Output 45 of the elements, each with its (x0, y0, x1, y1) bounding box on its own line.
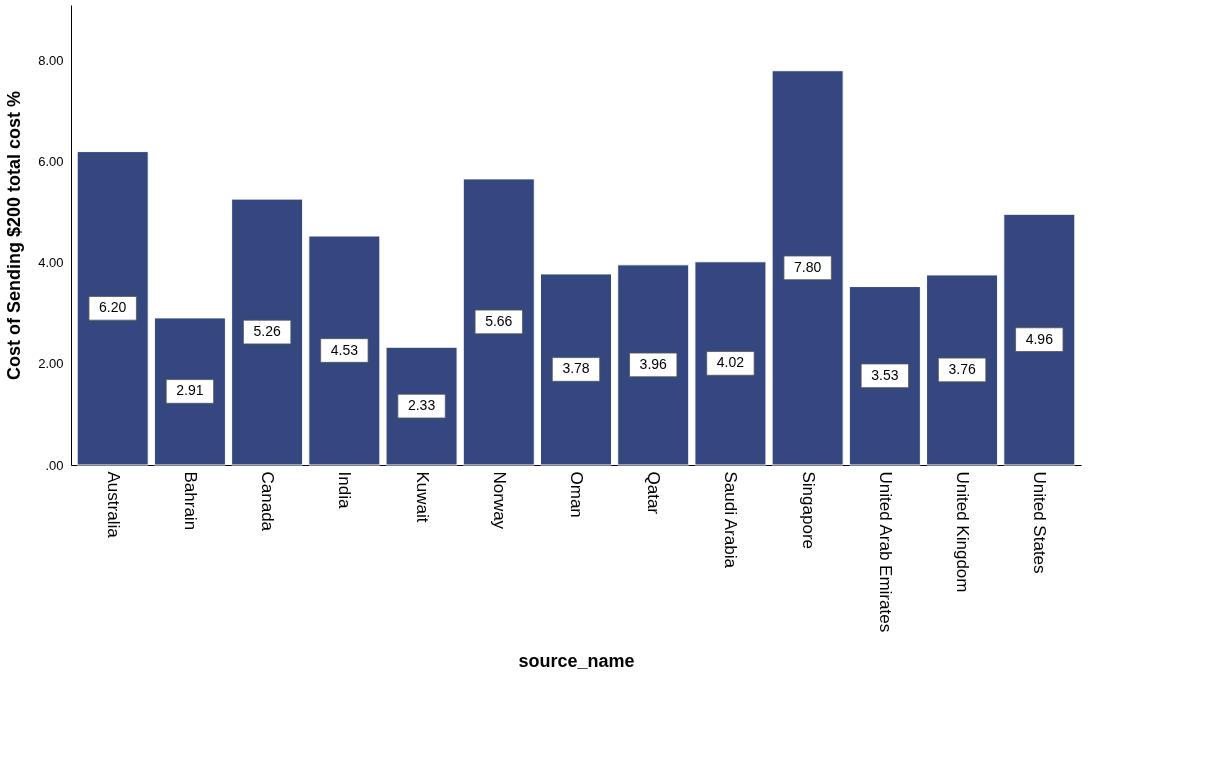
y-axis-title: Cost of Sending $200 total cost % (4, 90, 25, 381)
x-tick-label: Oman (567, 471, 586, 518)
x-tick-label: Norway (489, 471, 509, 530)
y-tick-label: 8.00 (38, 53, 64, 69)
data-label: 5.26 (253, 323, 281, 340)
bar (462, 178, 535, 466)
x-tick-label: Qatar (644, 471, 664, 515)
bar (848, 286, 921, 466)
data-label: 3.53 (871, 366, 899, 383)
y-tick-label: 4.00 (38, 255, 64, 271)
y-tick-label: .00 (45, 457, 64, 473)
x-tick-label: United States (1030, 471, 1050, 574)
data-label: 5.66 (485, 312, 513, 329)
x-axis-title: source_name (518, 651, 635, 672)
data-label: 6.20 (99, 299, 127, 316)
y-tick-label: 6.00 (38, 154, 64, 170)
bar (771, 70, 844, 466)
data-label: 4.53 (330, 341, 359, 358)
x-tick-label: Kuwait (412, 471, 432, 523)
x-tick-label: United Arab Emirates (875, 471, 895, 633)
data-label: 4.02 (716, 354, 745, 371)
data-label: 2.33 (407, 397, 436, 414)
bar (231, 198, 304, 466)
data-label: 3.96 (639, 355, 668, 372)
x-tick-label: Singapore (798, 471, 818, 550)
x-tick-label: India (335, 471, 355, 509)
bar (694, 261, 767, 466)
bar (617, 264, 690, 466)
x-tick-label: Canada (258, 471, 278, 532)
bar (76, 151, 149, 466)
x-tick-label: Saudi Arabia (721, 471, 741, 569)
data-label: 3.78 (562, 360, 590, 377)
bar (539, 273, 613, 466)
bar (308, 235, 381, 466)
bar (1003, 213, 1076, 466)
data-label: 3.76 (948, 360, 976, 377)
bar (153, 317, 226, 466)
data-label: 2.91 (176, 382, 204, 399)
y-tick-label: 2.00 (38, 356, 64, 372)
data-label: 7.80 (794, 258, 822, 275)
x-tick-label: Australia (103, 471, 123, 539)
bar (926, 274, 999, 466)
x-tick-label: Bahrain (180, 471, 200, 531)
x-tick-label: United Kingdom (953, 471, 973, 593)
data-label: 4.96 (1025, 330, 1054, 347)
